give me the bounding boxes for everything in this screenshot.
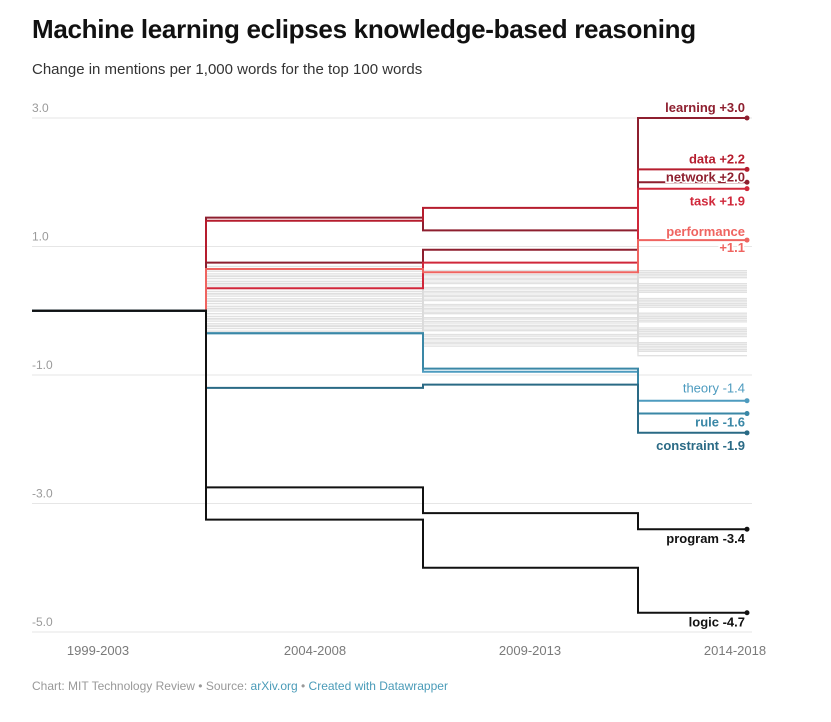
series-label-value-performance: +1.1 — [719, 240, 745, 255]
y-tick-label: -1.0 — [32, 358, 53, 372]
series-endpoint-program — [744, 526, 750, 532]
x-tick-label: 2004-2008 — [284, 643, 346, 658]
series-endpoint-task — [744, 186, 750, 192]
y-axis-ticks: 3.0 1.0 -1.0 -3.0 -5.0 — [32, 101, 53, 629]
series-line-program — [32, 309, 747, 531]
series-label-task: task +1.9 — [690, 194, 745, 209]
y-tick-label: -5.0 — [32, 615, 53, 629]
series-endpoint-rule — [744, 411, 750, 417]
chart-footer: Chart: MIT Technology Review • Source: a… — [32, 679, 448, 693]
series-label-logic: logic -4.7 — [689, 615, 745, 630]
x-tick-label: 2014-2018 — [704, 643, 766, 658]
series-label-learning: learning +3.0 — [665, 100, 745, 115]
series-label-network: network +2.0 — [666, 169, 745, 184]
y-tick-label: -3.0 — [32, 487, 53, 501]
series-line-logic — [32, 309, 747, 614]
footer-separator: • — [297, 679, 309, 693]
series-endpoint-logic — [744, 610, 750, 616]
series-label-rule: rule -1.6 — [695, 415, 745, 430]
series-endpoint-data — [744, 166, 750, 172]
chart-title: Machine learning eclipses knowledge-base… — [32, 14, 696, 44]
series-endpoint-learning — [744, 115, 750, 121]
source-link[interactable]: arXiv.org — [250, 679, 298, 693]
series-label-theory: theory -1.4 — [683, 381, 745, 396]
chart-subtitle: Change in mentions per 1,000 words for t… — [32, 61, 423, 78]
series-labels: learning +3.0 data +2.2 network +2.0 task +… — [655, 99, 748, 632]
y-tick-label: 1.0 — [32, 230, 49, 244]
series-lines — [32, 115, 750, 616]
series-line-performance — [32, 239, 747, 312]
series-endpoint-theory — [744, 398, 750, 404]
series-label-program: program -3.4 — [666, 531, 746, 546]
series-endpoint-network — [744, 179, 750, 185]
series-endpoint-constraint — [744, 430, 750, 436]
x-tick-label: 1999-2003 — [67, 643, 129, 658]
datawrapper-link[interactable]: Created with Datawrapper — [308, 679, 448, 693]
x-tick-label: 2009-2013 — [499, 643, 561, 658]
x-axis-ticks: 1999-2003 2004-2008 2009-2013 2014-2018 — [67, 643, 766, 658]
series-label-constraint: constraint -1.9 — [656, 438, 745, 453]
gridlines — [32, 117, 752, 633]
series-label-performance: performance — [666, 224, 745, 239]
footer-prefix: Chart: MIT Technology Review • Source: — [32, 679, 251, 693]
series-label-data: data +2.2 — [689, 151, 745, 166]
y-tick-label: 3.0 — [32, 101, 49, 115]
series-endpoint-performance — [744, 237, 750, 243]
